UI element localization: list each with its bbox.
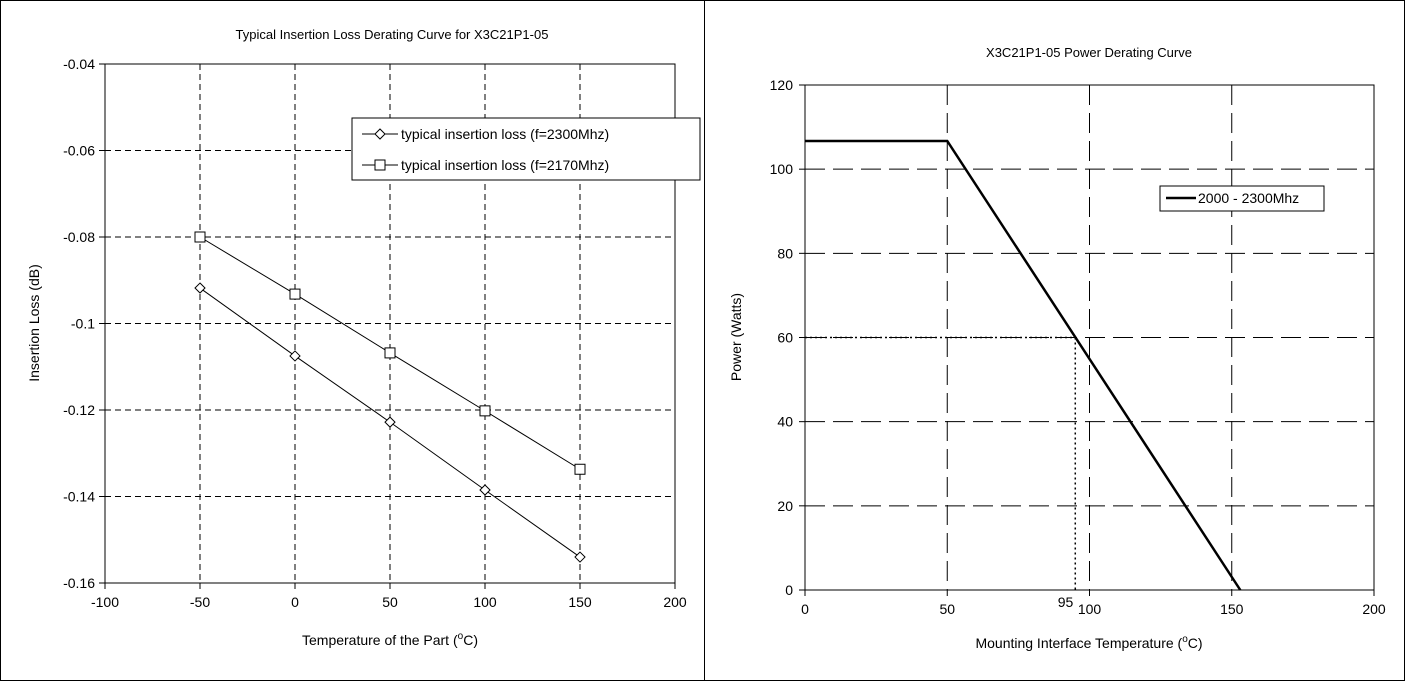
chart2-x-axis-label: Mounting Interface Temperature (oC) <box>975 634 1202 651</box>
chart1-x-tick-label: 50 <box>382 594 398 610</box>
insertion-loss-chart: Typical Insertion Loss Derating Curve fo… <box>26 27 701 648</box>
chart2-y-axis-label: Power (Watts) <box>728 293 744 381</box>
chart1-series <box>194 231 586 563</box>
chart1-y-tick-label: -0.04 <box>63 56 95 72</box>
chart1-x-tick-label: 0 <box>291 594 299 610</box>
chart2-x-tick-labels: 0 50 100 150 200 <box>801 601 1386 617</box>
chart2-series-1-line <box>805 139 1242 591</box>
chart1-series-2-point <box>289 288 301 300</box>
chart1-legend-marker-2 <box>374 159 386 171</box>
chart1-y-tick-label: -0.06 <box>63 143 95 159</box>
chart1-x-tick-label: 100 <box>473 594 497 610</box>
chart1-x-axis-label: Temperature of the Part (oC) <box>302 631 478 648</box>
chart2-gridlines <box>799 84 1375 596</box>
chart1-y-tick-label: -0.14 <box>63 489 95 505</box>
chart1-series-1-point <box>574 551 586 563</box>
chart1-x-tick-label: 150 <box>568 594 592 610</box>
chart2-y-tick-label: 40 <box>777 414 793 430</box>
chart1-legend-label-2: typical insertion loss (f=2170Mhz) <box>401 157 609 173</box>
chart2-series <box>805 139 1242 591</box>
chart2-y-tick-label: 80 <box>777 245 793 261</box>
chart2-title: X3C21P1-05 Power Derating Curve <box>986 45 1192 60</box>
chart1-y-tick-label: -0.12 <box>63 402 95 418</box>
chart1-plot-area <box>104 63 676 584</box>
chart2-x-tick-label: 100 <box>1078 601 1102 617</box>
chart2-legend-label-1: 2000 - 2300Mhz <box>1198 190 1299 206</box>
chart1-y-tick-label: -0.08 <box>63 229 95 245</box>
power-derating-chart: X3C21P1-05 Power Derating Curve 0 50 100 15… <box>728 45 1386 651</box>
chart2-y-tick-label: 100 <box>770 161 794 177</box>
chart2-y-tick-label: 20 <box>777 498 793 514</box>
chart2-x-tick-label: 50 <box>939 601 955 617</box>
chart1-title: Typical Insertion Loss Derating Curve fo… <box>236 27 549 42</box>
chart1-x-tick-label: -100 <box>91 594 119 610</box>
chart1-series-1-point <box>194 282 206 294</box>
chart1-y-axis-label: Insertion Loss (dB) <box>26 264 42 382</box>
chart1-series-2-point <box>194 231 206 243</box>
chart2-y-tick-label: 120 <box>770 77 794 93</box>
chart1-y-tick-label: -0.1 <box>71 316 95 332</box>
chart1-y-tick-labels: -0.04 -0.06 -0.08 -0.1 -0.12 -0.14 -0.16 <box>63 56 95 591</box>
chart1-x-tick-label: 200 <box>663 594 687 610</box>
chart2-y-tick-labels: 120 100 80 60 40 20 0 <box>770 77 794 598</box>
chart1-x-tick-label: -50 <box>190 594 210 610</box>
chart2-x-tick-label: 200 <box>1362 601 1386 617</box>
chart1-legend-box <box>351 117 701 181</box>
chart1-series-1-point <box>289 350 301 362</box>
chart1-series-1-point <box>479 484 491 496</box>
chart1-legend-label-1: typical insertion loss (f=2300Mhz) <box>401 126 609 142</box>
chart2-y-tick-label: 60 <box>777 330 793 346</box>
chart2-reference-label: 95 <box>1058 594 1074 610</box>
chart2-legend: 2000 - 2300Mhz <box>1159 185 1325 212</box>
chart1-series-2-point <box>479 405 491 417</box>
chart2-x-tick-label: 150 <box>1220 601 1244 617</box>
chart2-y-tick-label: 0 <box>785 582 793 598</box>
chart1-y-tick-label: -0.16 <box>63 575 95 591</box>
chart1-series-2-point <box>384 347 396 359</box>
chart2-x-tick-label: 0 <box>801 601 809 617</box>
chart1-legend: typical insertion loss (f=2300Mhz) typica… <box>351 117 701 181</box>
chart1-series-2-point <box>574 463 586 475</box>
chart1-legend-marker-1 <box>374 128 386 140</box>
chart1-series-1-point <box>384 416 396 428</box>
chart2-reference-lines: 95 <box>805 336 1077 610</box>
chart1-x-tick-labels: -100 -50 0 50 100 150 200 <box>91 594 687 610</box>
